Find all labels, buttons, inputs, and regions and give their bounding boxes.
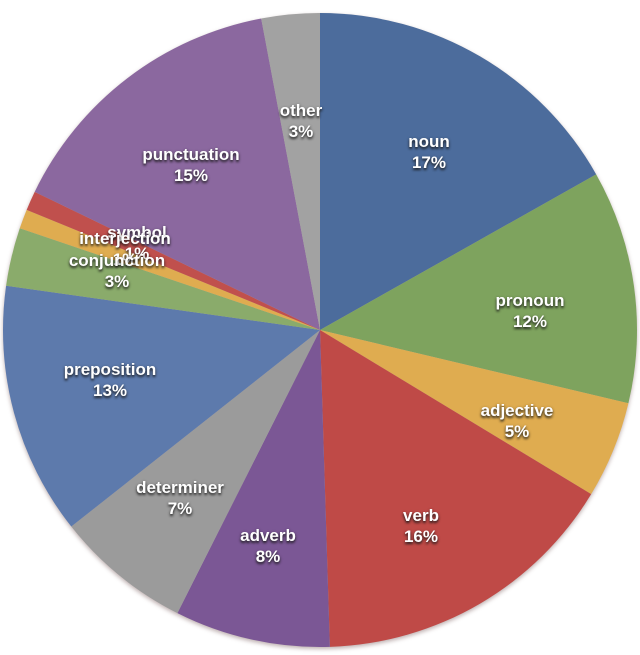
pie-slice-punctuation [34, 18, 320, 330]
pie-slice-determiner [71, 330, 320, 614]
pie-slice-verb [320, 330, 592, 647]
pie-slice-pronoun [320, 174, 637, 404]
pie-slice-other [261, 12, 320, 330]
pie-slice-preposition [2, 285, 320, 527]
pie-slice-conjunction [6, 228, 320, 330]
pie-slice-adjective [320, 330, 629, 495]
pie-slice-symbol [26, 191, 320, 330]
pie-slice-adverb [177, 330, 330, 648]
pie-slice-noun [320, 13, 597, 330]
pie-slice-interjection [19, 209, 320, 330]
